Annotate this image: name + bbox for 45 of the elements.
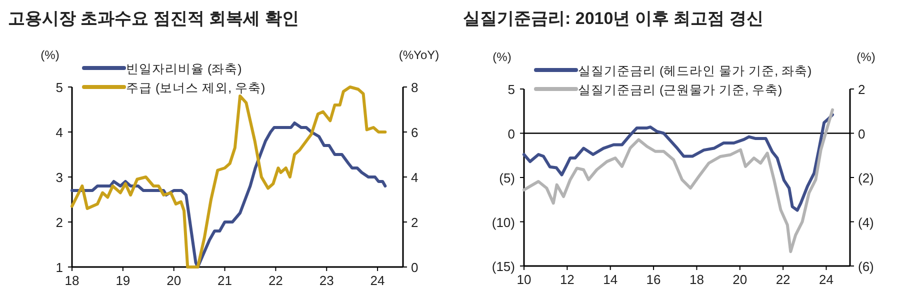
chart-title: 실질기준금리: 2010년 이후 최고점 경신 [463, 9, 764, 28]
y-tick-label: 1 [56, 260, 63, 275]
y-tick-label: 3 [56, 170, 63, 185]
legend-label: 실질기준금리 (근원물가 기준, 우축) [578, 83, 782, 97]
legend-label: 빈일자리비율 (좌축) [126, 62, 242, 76]
y-tick-label: (10) [492, 214, 515, 230]
x-tick-label: 12 [560, 272, 574, 287]
y2-tick-label: (4) [858, 214, 874, 230]
x-tick-label: 21 [218, 273, 232, 288]
x-tick-label: 24 [819, 272, 834, 287]
x-tick-label: 20 [732, 272, 748, 287]
x-tick-label: 24 [370, 273, 385, 288]
y-axis-title: (%) [492, 50, 512, 64]
y2-axis-title: (%) [856, 50, 876, 64]
y-tick-label: (15) [492, 259, 515, 274]
x-tick-label: 14 [603, 272, 618, 287]
legend-label: 주급 (보너스 제외, 우축) [126, 81, 266, 95]
y2-tick-label: 0 [411, 260, 418, 275]
x-tick-label: 23 [319, 273, 334, 288]
x-tick-label: 19 [116, 273, 130, 288]
chart-title: 고용시장 초과수요 점진적 회복세 확인 [8, 9, 299, 28]
legend-label: 실질기준금리 (헤드라인 물가 기준, 좌축) [578, 64, 812, 78]
y-axis-title: (%) [40, 48, 60, 62]
y2-tick-label: (2) [858, 170, 874, 186]
x-tick-label: 10 [516, 272, 532, 287]
y2-tick-label: 6 [411, 125, 418, 140]
y2-tick-label: 0 [858, 126, 866, 142]
y2-tick-label: 8 [411, 80, 418, 95]
y2-tick-label: 2 [858, 82, 866, 97]
y2-tick-label: (6) [858, 259, 874, 274]
y2-tick-label: 4 [411, 170, 418, 185]
y-tick-label: 5 [56, 80, 63, 95]
y-tick-label: 5 [508, 82, 515, 97]
x-tick-label: 20 [166, 273, 182, 288]
y-tick-label: (5) [499, 170, 515, 186]
y-tick-label: 0 [508, 126, 515, 142]
x-tick-label: 22 [268, 273, 283, 288]
y2-axis-title: (%YoY) [398, 48, 440, 62]
y2-tick-label: 2 [411, 215, 418, 230]
y-tick-label: 2 [56, 215, 63, 230]
x-tick-label: 16 [646, 272, 661, 287]
x-tick-label: 18 [689, 272, 704, 287]
x-tick-label: 18 [64, 273, 80, 288]
x-tick-label: 22 [776, 272, 790, 287]
y-tick-label: 4 [56, 125, 63, 140]
